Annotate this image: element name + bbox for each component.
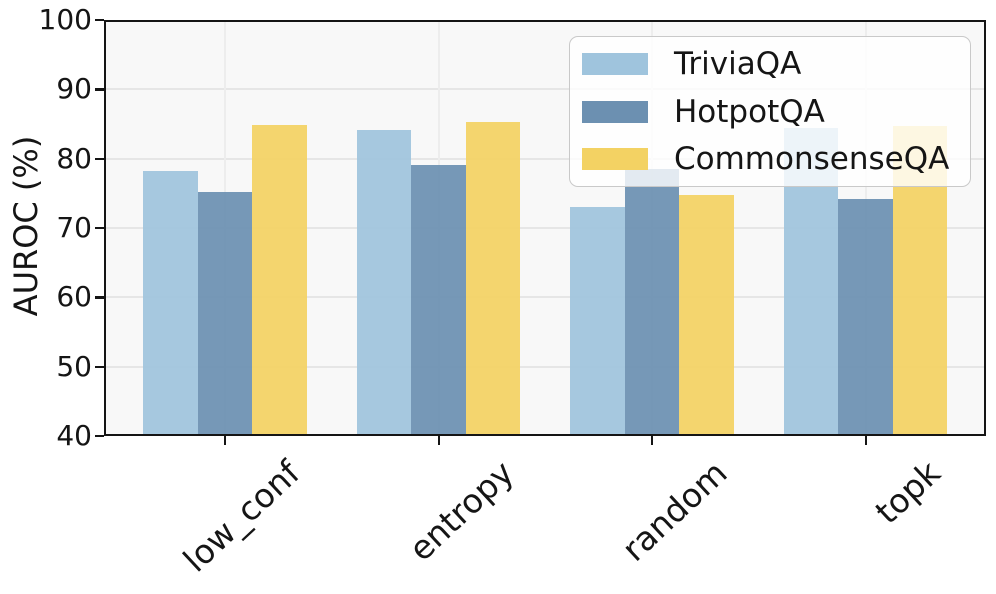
- y-axis-tick-label: 60: [56, 280, 92, 314]
- bar-hotpotqa-topk: [838, 198, 893, 436]
- legend-row: TriviaQA: [570, 40, 970, 88]
- legend-label: HotpotQA: [674, 93, 825, 130]
- x-tick-mark: [864, 436, 867, 445]
- y-tick-mark: [95, 157, 104, 160]
- x-tick-mark: [437, 436, 440, 445]
- bar-layer: [104, 20, 986, 436]
- y-axis-tick-label: 70: [56, 211, 92, 244]
- gridline-horizontal: [104, 365, 986, 368]
- y-axis-tick-label: 40: [56, 419, 92, 452]
- x-tick-mark: [651, 436, 654, 445]
- gridline-horizontal: [104, 157, 986, 160]
- legend-row: HotpotQA: [570, 88, 970, 136]
- gridline-horizontal: [104, 227, 986, 229]
- legend: TriviaQA HotpotQA CommonsenseQA: [569, 36, 971, 187]
- bar-hotpotqa-low_conf: [197, 191, 253, 436]
- gridline-horizontal: [104, 296, 986, 299]
- bar-hotpotqa-random: [624, 169, 680, 436]
- x-tick-mark: [224, 436, 227, 445]
- y-axis-tick-label: 50: [56, 349, 92, 383]
- x-axis-tick-label: random: [614, 453, 735, 569]
- y-tick-mark: [95, 19, 104, 22]
- x-axis-tick-label: entropy: [401, 453, 522, 569]
- bar-commonsenseqa-entropy: [465, 121, 521, 436]
- legend-label: TriviaQA: [674, 46, 802, 82]
- y-axis-tick-label: 100: [38, 3, 92, 36]
- legend-swatch-commonsenseqa: [582, 148, 648, 170]
- gridline-horizontal: [104, 88, 986, 91]
- bar-triviaqa-random: [570, 207, 625, 436]
- y-tick-mark: [95, 296, 104, 299]
- bar-triviaqa-low_conf: [143, 171, 198, 436]
- x-axis-tick-label: topk: [867, 453, 949, 532]
- bar-commonsenseqa-low_conf: [252, 125, 307, 436]
- x-axis-tick-label: low_conf: [175, 453, 308, 580]
- y-tick-mark: [95, 227, 104, 230]
- bar-commonsenseqa-random: [679, 194, 734, 436]
- y-axis-tick-label: 90: [56, 72, 92, 106]
- bar-hotpotqa-entropy: [411, 164, 466, 436]
- legend-swatch-triviaqa: [582, 53, 648, 75]
- y-tick-mark: [95, 88, 104, 91]
- legend-swatch-hotpotqa: [582, 100, 648, 123]
- y-tick-mark: [95, 365, 104, 368]
- legend-row: CommonsenseQA: [570, 135, 970, 183]
- y-axis-tick-label: 80: [56, 141, 92, 175]
- bar-triviaqa-entropy: [356, 130, 412, 436]
- y-tick-mark: [95, 435, 104, 438]
- legend-label: CommonsenseQA: [674, 141, 950, 177]
